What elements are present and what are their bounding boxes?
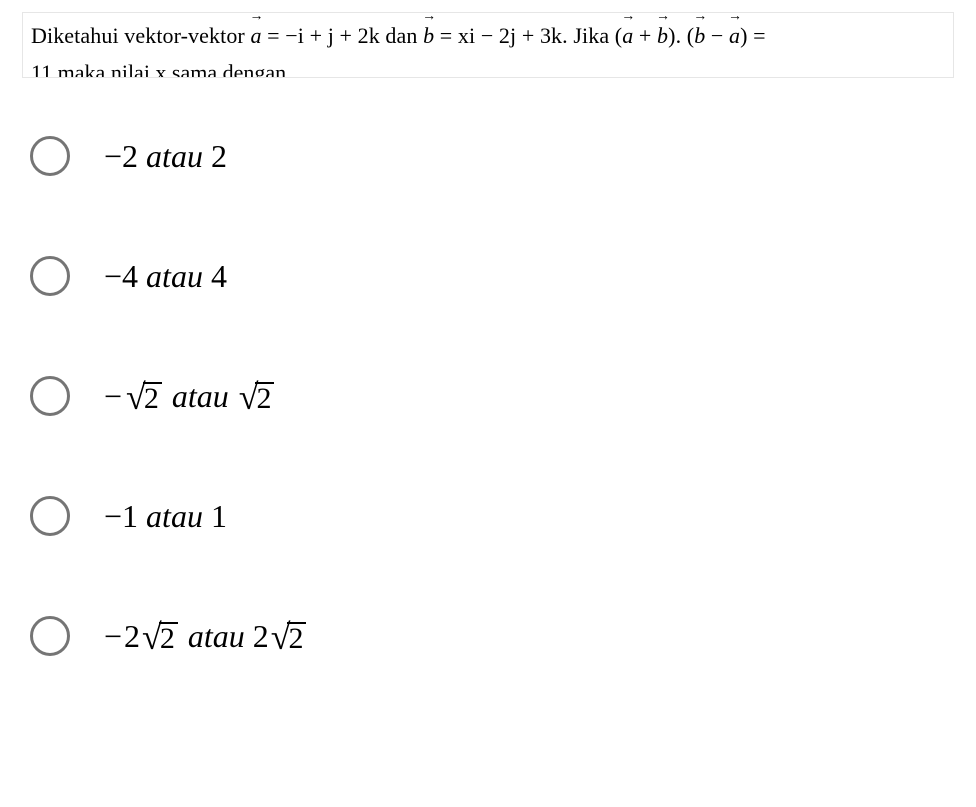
opt-pos: 2: [211, 138, 227, 175]
arrow-icon: →: [656, 12, 670, 22]
question-line-2: 11 maka nilai x sama dengan: [31, 59, 945, 78]
q-end: ) =: [740, 23, 766, 48]
opt-neg: −4: [104, 258, 138, 295]
opt-word: atau: [172, 378, 229, 415]
opt-neg: −: [104, 378, 122, 415]
q-minus: −: [705, 23, 729, 48]
sqrt-icon: √2: [239, 380, 275, 412]
option-2[interactable]: −4 atau 4: [30, 256, 976, 296]
q-prefix: Diketahui vektor-vektor: [31, 23, 250, 48]
question-line-1: Diketahui vektor-vektor a→ = −i + j + 2k…: [31, 19, 945, 53]
opt-coef-pos: 2: [253, 618, 269, 655]
opt-neg: −1: [104, 498, 138, 535]
opt-coef-neg: 2: [124, 618, 140, 655]
radicand: 2: [159, 622, 178, 654]
options-list: −2 atau 2 −4 atau 4 −√2 atau √2 −1 atau …: [30, 136, 976, 656]
vec-b: b→: [423, 19, 434, 53]
radio-icon[interactable]: [30, 376, 70, 416]
q-plus: +: [633, 23, 657, 48]
arrow-icon: →: [422, 12, 436, 22]
opt-pos: 1: [211, 498, 227, 535]
option-5[interactable]: −2√2 atau 2√2: [30, 616, 976, 656]
sqrt-icon: √2: [271, 620, 307, 652]
sqrt-icon: √2: [126, 380, 162, 412]
vec-b-letter: b: [423, 23, 434, 48]
radio-icon[interactable]: [30, 616, 70, 656]
vec-b2-letter: b: [657, 23, 668, 48]
vec-a-letter: a: [250, 23, 261, 48]
vec-a3: a→: [729, 19, 740, 53]
radicand: 2: [287, 622, 306, 654]
option-4-label: −1 atau 1: [104, 498, 227, 535]
option-3-label: −√2 atau √2: [104, 378, 276, 415]
opt-neg: −: [104, 618, 122, 655]
arrow-icon: →: [693, 12, 707, 22]
option-5-label: −2√2 atau 2√2: [104, 618, 308, 655]
q-b-eq: = xi − 2j + 3k. Jika (: [434, 23, 622, 48]
arrow-icon: →: [249, 12, 263, 22]
vec-b3-letter: b: [694, 23, 705, 48]
opt-pos: 4: [211, 258, 227, 295]
option-3[interactable]: −√2 atau √2: [30, 376, 976, 416]
opt-word: atau: [146, 498, 203, 535]
sqrt-icon: √2: [142, 620, 178, 652]
vec-a2: a→: [622, 19, 633, 53]
option-1[interactable]: −2 atau 2: [30, 136, 976, 176]
q-mid: ). (: [668, 23, 694, 48]
vec-b3: b→: [694, 19, 705, 53]
vec-a: a→: [250, 19, 261, 53]
option-4[interactable]: −1 atau 1: [30, 496, 976, 536]
option-2-label: −4 atau 4: [104, 258, 227, 295]
question-box: Diketahui vektor-vektor a→ = −i + j + 2k…: [22, 12, 954, 78]
opt-word: atau: [146, 258, 203, 295]
vec-a2-letter: a: [622, 23, 633, 48]
vec-b2: b→: [657, 19, 668, 53]
option-1-label: −2 atau 2: [104, 138, 227, 175]
radicand: 2: [255, 382, 274, 414]
radicand: 2: [143, 382, 162, 414]
opt-word: atau: [146, 138, 203, 175]
arrow-icon: →: [621, 12, 635, 22]
radio-icon[interactable]: [30, 136, 70, 176]
radio-icon[interactable]: [30, 256, 70, 296]
opt-neg: −2: [104, 138, 138, 175]
opt-word: atau: [188, 618, 245, 655]
arrow-icon: →: [728, 12, 742, 22]
radio-icon[interactable]: [30, 496, 70, 536]
vec-a3-letter: a: [729, 23, 740, 48]
q-a-eq: = −i + j + 2k dan: [262, 23, 424, 48]
